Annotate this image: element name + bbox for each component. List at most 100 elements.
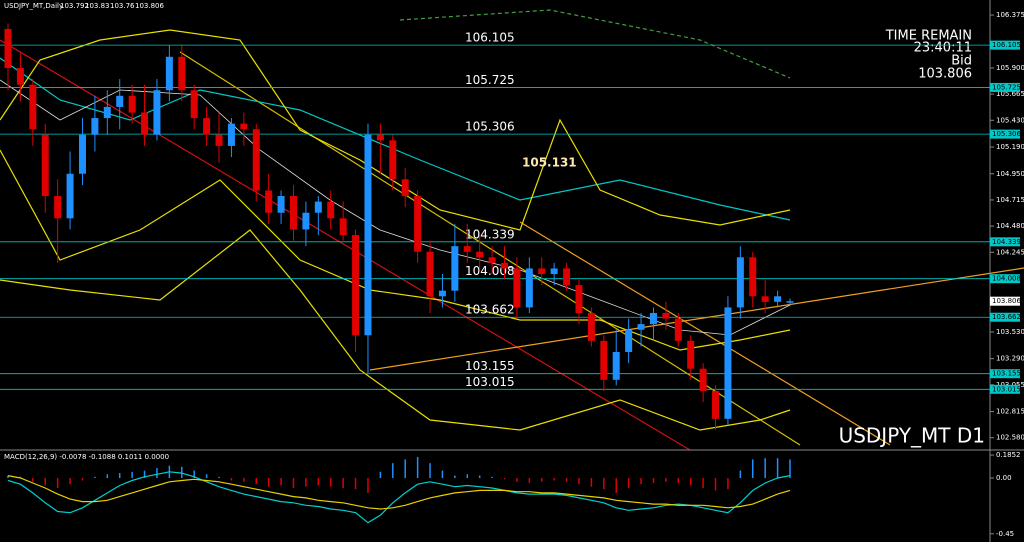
candle-body xyxy=(736,257,744,308)
candle-body xyxy=(165,56,173,91)
moving-average xyxy=(399,9,791,79)
level-axis-label: 106.105 xyxy=(992,41,1021,49)
candle-body xyxy=(786,301,794,303)
level-axis-label: 103.662 xyxy=(992,313,1021,321)
chart-label: USDJPY_MT D1 xyxy=(839,424,985,448)
price-axis-label: 103.806 xyxy=(992,297,1021,305)
trend-line xyxy=(519,221,891,446)
candle-body xyxy=(227,123,235,146)
candle-body xyxy=(141,112,149,135)
candle-body xyxy=(414,196,422,252)
candle-body xyxy=(277,196,285,213)
candle-body xyxy=(302,212,310,230)
level-axis-label: 104.008 xyxy=(992,275,1021,283)
y-tick-label: 0.1852 xyxy=(996,451,1021,459)
ohlc-low: 103.76 xyxy=(110,2,135,10)
y-tick-label: 104.950 xyxy=(996,170,1024,178)
macd-title: MACD(12,26,9) -0.0078 -0.1088 0.1011 0.0… xyxy=(4,453,169,461)
candle-body xyxy=(128,95,136,113)
level-axis-box xyxy=(990,237,1020,247)
candle-body xyxy=(265,190,273,213)
y-tick-label: 105.190 xyxy=(996,143,1024,151)
candle-body xyxy=(376,134,384,141)
annotation: 105.131 xyxy=(522,156,577,170)
candle-body xyxy=(29,84,37,130)
candle-body xyxy=(587,312,595,341)
level-axis-box xyxy=(990,40,1020,50)
ohlc-close: 103.806 xyxy=(135,2,164,10)
candle-body xyxy=(252,129,260,191)
level-axis-box xyxy=(990,384,1020,394)
candle-body xyxy=(339,218,347,236)
candle-body xyxy=(289,196,297,230)
candle-body xyxy=(662,312,670,319)
trend-line xyxy=(0,39,691,451)
timer-time: 23:40:11 xyxy=(914,41,972,56)
candle-body xyxy=(649,312,657,325)
bollinger-band xyxy=(0,29,791,231)
price-axis-box xyxy=(990,296,1020,306)
y-tick-label: 103.530 xyxy=(996,328,1024,336)
bid-label: Bid xyxy=(951,54,972,69)
candle-body xyxy=(476,251,484,258)
level-label: 103.155 xyxy=(465,359,515,373)
candle-body xyxy=(749,257,757,297)
candle-body xyxy=(501,262,509,269)
y-tick-label: 103.290 xyxy=(996,355,1024,363)
candle-body xyxy=(91,118,99,135)
candle-body xyxy=(364,134,372,336)
candle-body xyxy=(426,251,434,297)
level-axis-label: 103.155 xyxy=(992,370,1021,378)
candle-body xyxy=(563,268,571,286)
candle-body xyxy=(761,296,769,302)
candle-body xyxy=(178,56,186,91)
y-tick-label: 0.00 xyxy=(996,474,1012,482)
y-tick-label: 104.480 xyxy=(996,222,1024,230)
y-tick-label: 102.580 xyxy=(996,434,1024,442)
y-tick-label: 102.815 xyxy=(996,408,1024,416)
candle-body xyxy=(525,268,533,308)
level-label: 105.306 xyxy=(465,120,515,134)
candle-body xyxy=(153,90,161,135)
candle-body xyxy=(4,28,12,68)
candle-body xyxy=(699,368,707,391)
level-axis-box xyxy=(990,274,1020,284)
trend-line xyxy=(369,267,1024,371)
level-label: 103.662 xyxy=(465,303,515,317)
candle-body xyxy=(575,285,583,313)
candle-body xyxy=(116,95,124,107)
y-tick-label: 105.900 xyxy=(996,64,1024,72)
candle-body xyxy=(16,67,24,85)
candle-body xyxy=(513,268,521,308)
candle-body xyxy=(774,296,782,302)
y-tick-label: 104.245 xyxy=(996,248,1024,256)
candle-body xyxy=(389,140,397,180)
macd-line xyxy=(7,475,791,510)
level-axis-label: 104.339 xyxy=(992,238,1021,246)
candle-body xyxy=(327,201,335,219)
candle-body xyxy=(401,179,409,197)
candle-body xyxy=(625,329,633,352)
y-tick-label: 104.715 xyxy=(996,196,1024,204)
candle-body xyxy=(215,134,223,146)
candle-body xyxy=(103,106,111,119)
bollinger-band xyxy=(0,229,791,431)
candle-body xyxy=(724,307,732,419)
ohlc-high: 103.83 xyxy=(85,2,110,10)
candle-body xyxy=(203,118,211,135)
level-axis-label: 105.306 xyxy=(992,130,1021,138)
candle-body xyxy=(612,351,620,380)
candle-body xyxy=(352,235,360,336)
level-axis-box xyxy=(990,312,1020,322)
level-axis-box xyxy=(990,82,1020,92)
candle-body xyxy=(54,196,62,219)
level-axis-label: 103.015 xyxy=(992,385,1021,393)
y-tick-label: 105.430 xyxy=(996,116,1024,124)
candle-body xyxy=(712,390,720,419)
candle-body xyxy=(41,134,49,197)
candle-body xyxy=(314,201,322,213)
level-label: 105.725 xyxy=(465,73,515,87)
candle-body xyxy=(66,173,74,219)
candle-body xyxy=(550,268,558,275)
y-tick-label: 106.375 xyxy=(996,11,1024,19)
